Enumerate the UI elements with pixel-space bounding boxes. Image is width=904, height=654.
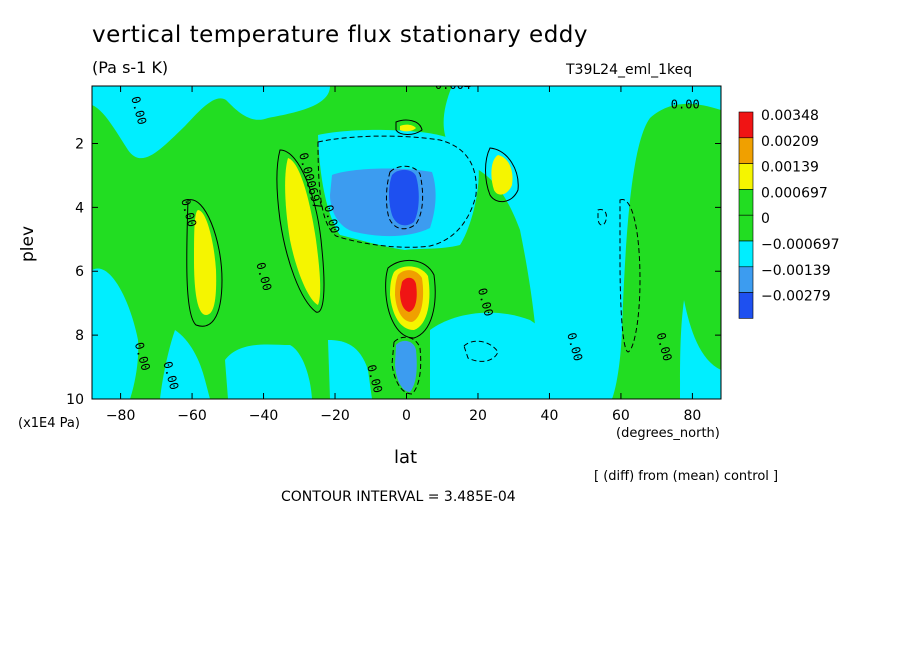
y-axis-unit: (x1E4 Pa) — [18, 416, 80, 431]
x-axis-label: lat — [394, 447, 418, 468]
x-tick-label: 40 — [541, 408, 559, 424]
legend-label: −0.00279 — [761, 289, 831, 305]
x-tick-label: −80 — [106, 408, 136, 424]
region-pos4-equatorial — [400, 277, 417, 312]
legend-label: 0.000697 — [761, 185, 828, 201]
legend-swatch — [738, 292, 754, 319]
legend-swatch — [738, 266, 754, 293]
region-neg-bottom-left — [92, 268, 139, 399]
chart-units: (Pa s-1 K) — [92, 58, 169, 77]
legend-label: 0.00139 — [761, 160, 819, 176]
diff-note: [ (diff) from (mean) control ] — [594, 469, 779, 484]
region-neg-right-mid — [430, 312, 612, 399]
region-pos2-subtropical-south — [285, 158, 321, 305]
legend-swatch — [738, 214, 754, 242]
region-neg2-center — [389, 169, 419, 226]
y-tick-label: 4 — [75, 200, 84, 216]
x-tick-label: −60 — [177, 408, 207, 424]
region-pos2-northern — [491, 155, 513, 195]
x-tick-label: 20 — [469, 408, 487, 424]
legend-swatch — [738, 163, 754, 190]
region-neg1-bottom-center — [395, 340, 417, 392]
legend-swatch — [738, 137, 754, 164]
x-axis-unit: (degrees_north) — [616, 426, 720, 441]
contour-interval: CONTOUR INTERVAL = 3.485E-04 — [281, 489, 516, 505]
y-tick-label: 10 — [66, 392, 84, 408]
x-tick-label: 80 — [683, 408, 701, 424]
region-pos2-top-center — [400, 124, 416, 132]
x-tick-label: −40 — [249, 408, 279, 424]
region-neg1-center — [330, 168, 436, 237]
x-tick-label: 0 — [402, 408, 411, 424]
legend-swatch — [738, 189, 754, 216]
region-pos2-southern — [194, 210, 217, 315]
y-tick-label: 8 — [75, 328, 84, 344]
legend-label: 0.00348 — [761, 108, 819, 124]
run-name: T39L24_eml_1keq — [566, 62, 693, 78]
x-tick-label: −20 — [320, 408, 350, 424]
legend-label: −0.00139 — [761, 263, 831, 279]
legend-label: 0.00209 — [761, 134, 819, 150]
region-neg-bottom-mid1 — [160, 330, 210, 399]
region-neg-bottom-center — [328, 340, 372, 399]
legend-label: 0 — [761, 211, 770, 227]
region-neg-bottom-mid2 — [225, 344, 312, 399]
region-neg-left-top — [92, 86, 330, 159]
x-tick-label: 60 — [612, 408, 630, 424]
legend-label: −0.000697 — [761, 237, 840, 253]
legend-swatch — [738, 240, 754, 268]
contour-label: 0.00 — [671, 97, 700, 111]
y-tick-label: 2 — [75, 136, 84, 152]
y-tick-label: 6 — [75, 264, 84, 280]
chart-title: vertical temperature flux stationary edd… — [92, 22, 589, 48]
legend-swatch — [738, 111, 754, 139]
contour-label: 0.004 — [435, 78, 471, 92]
region-neg-bottom-right-strip — [680, 300, 721, 399]
